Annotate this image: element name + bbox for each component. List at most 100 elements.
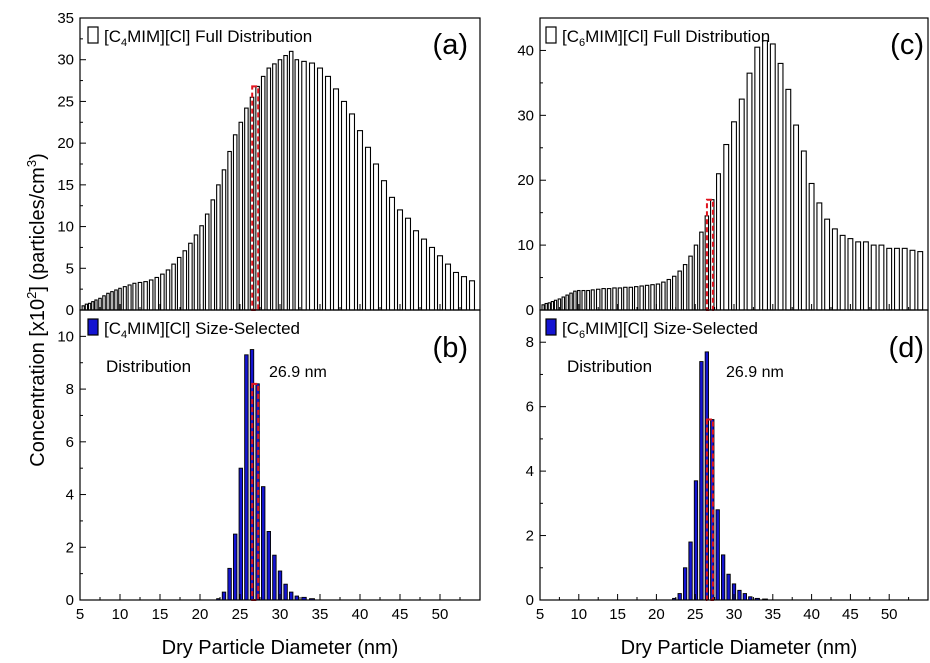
panel-a-legend-text: [C4MIM][Cl] Full Distribution — [104, 27, 312, 49]
panel-a-bar — [288, 50, 294, 311]
panel-a-ytick-label: 5 — [66, 260, 74, 277]
panel-a-bar — [221, 169, 227, 311]
panel-b-ytick-label: 0 — [66, 592, 74, 609]
panel-d-xtick-label: 40 — [803, 606, 820, 623]
panel-a-bar — [204, 213, 210, 311]
panel-d-bar — [677, 593, 682, 601]
panel-a-ytick-label: 15 — [57, 177, 74, 194]
panel-a-bar — [324, 75, 332, 311]
panel-a-bar — [428, 246, 436, 311]
panel-d-bar — [699, 361, 704, 601]
panel-c-bar — [601, 288, 606, 311]
panel-a-legend-swatch — [87, 26, 99, 44]
panel-a-bar — [188, 242, 193, 311]
panel-d-xtick-label: 5 — [536, 606, 544, 623]
panel-a-bar — [266, 67, 272, 311]
panel-d-bar — [682, 567, 688, 601]
panel-a-bar — [272, 63, 277, 311]
panel-a-bar — [412, 230, 420, 311]
panel-a-ytick-label: 30 — [57, 52, 74, 69]
panel-d-xtick-label: 20 — [648, 606, 665, 623]
panel-d-xtick-label: 30 — [726, 606, 743, 623]
panel-c-bar — [793, 124, 800, 311]
panel-d-bar — [726, 573, 731, 601]
panel-c-bar — [561, 296, 566, 311]
panel-c-bar — [569, 292, 573, 311]
panel-c-letter: (c) — [890, 29, 924, 61]
panel-b-frame — [79, 309, 481, 601]
x-axis-title-right: Dry Particle Diameter (nm) — [621, 637, 858, 659]
panel-c-ytick-label: 0 — [526, 302, 534, 319]
panel-a-bar — [238, 121, 244, 311]
panel-a-bar — [148, 279, 154, 311]
panel-a-bar — [143, 281, 148, 311]
panel-a-bar — [364, 146, 372, 311]
panel-c-bar — [633, 286, 639, 311]
panel-d-annotation: 26.9 nm — [726, 364, 784, 381]
panel-a-bar — [106, 292, 110, 311]
panel-c-bar — [666, 278, 672, 311]
panel-c-bar — [762, 40, 768, 311]
panel-b-bar — [283, 583, 288, 601]
panel-c-bar — [909, 249, 916, 311]
panel-a-bar — [356, 130, 364, 311]
panel-c-bar — [590, 289, 595, 311]
panel-a-bar — [420, 238, 428, 311]
panel-a-bar — [468, 280, 476, 311]
panel-d-xtick-label: 25 — [687, 606, 704, 623]
panel-c-bar — [682, 264, 688, 311]
panel-d-legend-line2: Distribution — [567, 357, 652, 376]
panel-c-marker — [705, 198, 714, 311]
panel-a-bar — [277, 59, 283, 311]
panel-c-bar — [693, 244, 699, 311]
panel-a-bar — [283, 54, 288, 311]
panel-d-frame — [539, 309, 929, 601]
panel-c-bar — [716, 173, 721, 311]
panel-d-ytick-label: 2 — [526, 528, 534, 545]
panel-c-bar — [878, 244, 885, 311]
panel-a-bar — [127, 284, 132, 311]
panel-b-xtick-label: 10 — [112, 606, 129, 623]
panel-c-bar — [544, 302, 548, 311]
panel-d-letter: (d) — [889, 332, 924, 364]
panel-d-ytick-label: 4 — [526, 463, 534, 480]
panel-a-bar — [396, 209, 404, 311]
panel-d-legend: [C6MIM][Cl] Size-Selected Distribution — [545, 318, 758, 376]
panel-a-bar — [182, 250, 188, 311]
panel-a-bar — [227, 150, 232, 311]
panel-c-legend: [C6MIM][Cl] Full Distribution — [545, 26, 770, 49]
panel-a-letter: (a) — [433, 29, 468, 61]
panel-c-ytick-label: 40 — [517, 42, 534, 59]
panel-d-bar — [693, 480, 699, 601]
panel-d-xtick-label: 10 — [570, 606, 587, 623]
panel-c-bar — [606, 288, 612, 311]
panel-c-bar — [893, 247, 900, 311]
panel-c-ytick-label: 20 — [517, 172, 534, 189]
panel-d: 0 2 4 6 8 5 10 15 20 25 30 35 40 45 50 [C6MIM][Cl] Siz… — [526, 309, 929, 623]
panel-c-bar — [746, 72, 753, 311]
panel-a-bar — [87, 302, 92, 311]
panel-a-ytick-label: 10 — [57, 219, 74, 236]
panel-a-bar — [294, 59, 300, 311]
panel-b-legend-line2: Distribution — [106, 357, 191, 376]
panel-c-bar — [661, 281, 666, 311]
panel-c-bar — [785, 88, 792, 311]
panel-a-bar — [340, 100, 348, 311]
panel-b-xtick-label: 50 — [432, 606, 449, 623]
panel-a-bar — [436, 255, 444, 311]
panel-c-bar — [639, 285, 644, 311]
panel-c-bar — [581, 289, 586, 311]
panel-c-bar — [777, 62, 784, 311]
panel-c-bar — [862, 241, 869, 311]
panel-d-legend-text: [C6MIM][Cl] Size-Selected — [562, 319, 758, 341]
panel-b-xtick-label: 40 — [352, 606, 369, 623]
panel-b-ytick-label: 4 — [66, 487, 74, 504]
panel-b-ytick-label: 6 — [66, 434, 74, 451]
panel-b-xtick-label: 15 — [152, 606, 169, 623]
panel-d-bar — [737, 589, 742, 601]
panel-c-bar — [617, 287, 623, 311]
panel-a-bar — [114, 289, 118, 311]
panel-c-bar — [547, 302, 551, 311]
panel-a-bar — [316, 67, 324, 311]
panel-d-bar — [715, 509, 720, 601]
